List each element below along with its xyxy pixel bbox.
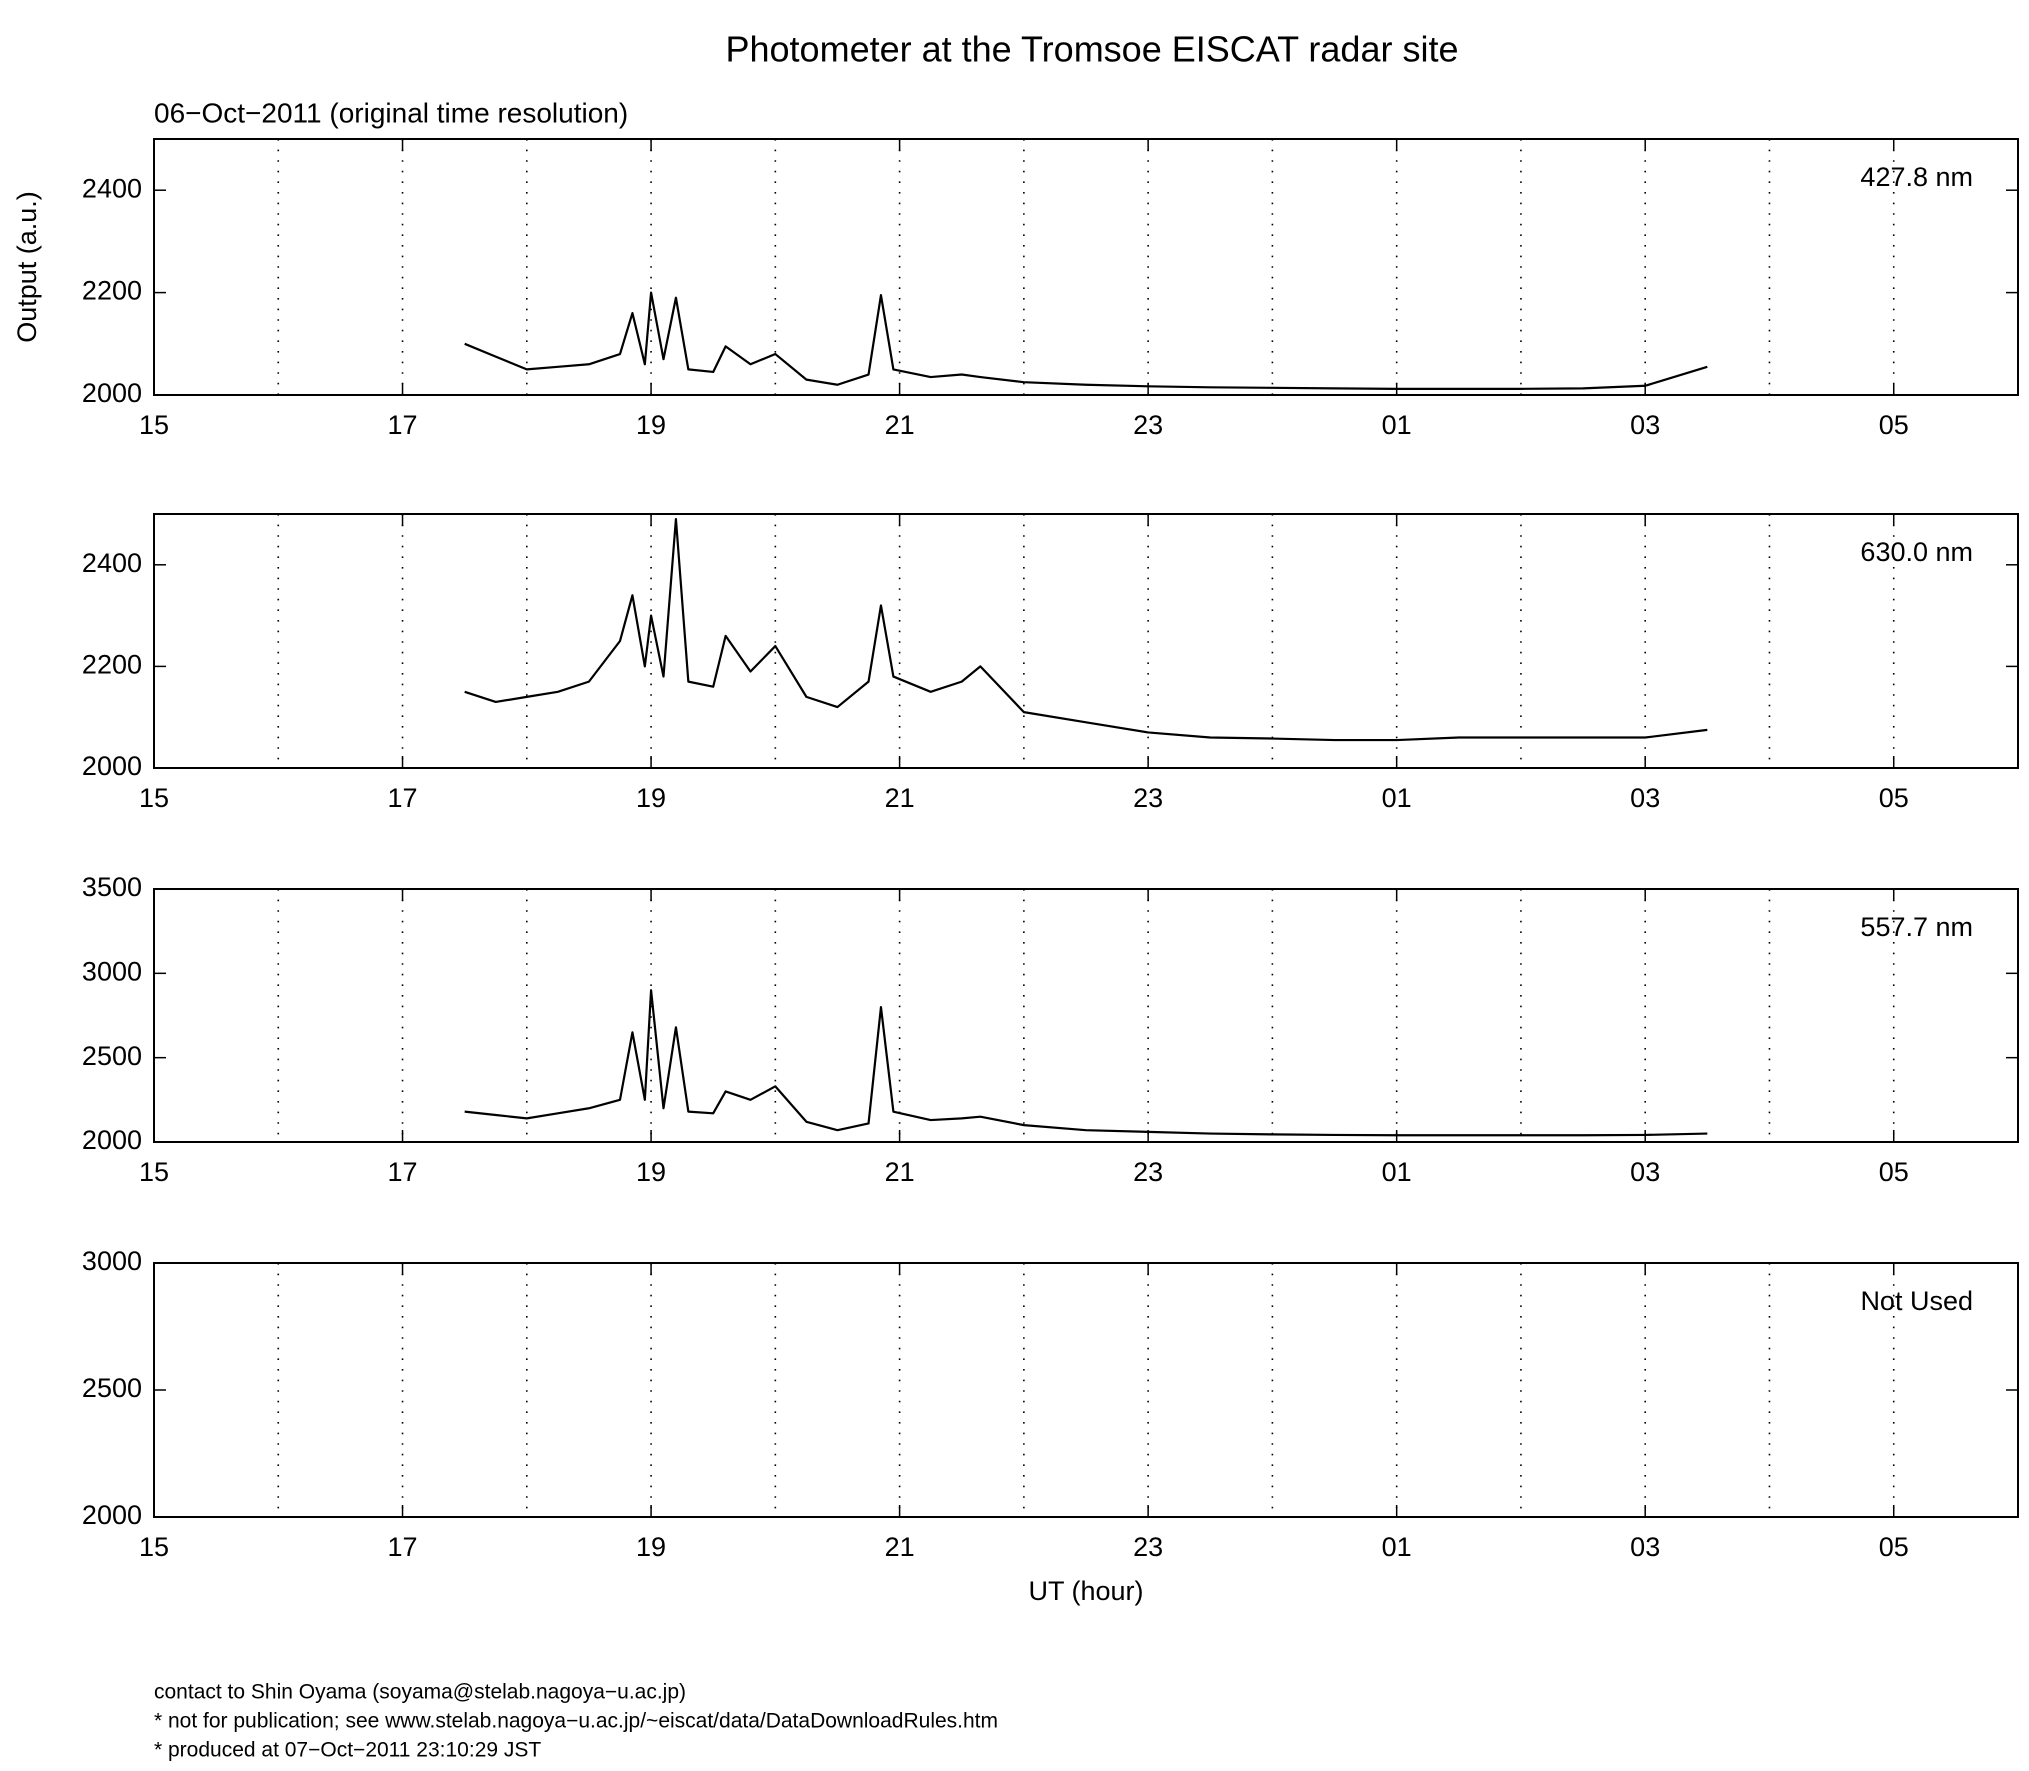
y-tick-label: 2000 bbox=[82, 1125, 142, 1155]
x-tick-label: 17 bbox=[388, 1532, 418, 1562]
y-tick-label: 3500 bbox=[82, 872, 142, 902]
subtitle: 06−Oct−2011 (original time resolution) bbox=[154, 97, 628, 128]
x-axis-label: UT (hour) bbox=[1028, 1576, 1143, 1606]
y-tick-label: 2000 bbox=[82, 378, 142, 408]
axes-frame bbox=[153, 888, 2019, 1143]
x-tick-label: 23 bbox=[1133, 783, 1163, 813]
x-tick-label: 17 bbox=[388, 1157, 418, 1187]
x-tick-label: 05 bbox=[1879, 410, 1909, 440]
figure-title: Photometer at the Tromsoe EISCAT radar s… bbox=[726, 29, 1459, 70]
x-tick-label: 21 bbox=[885, 1532, 915, 1562]
footer-line: * not for publication; see www.stelab.na… bbox=[154, 1710, 998, 1733]
y-tick-label: 2200 bbox=[82, 650, 142, 680]
x-tick-label: 01 bbox=[1382, 1157, 1412, 1187]
x-tick-label: 05 bbox=[1879, 1532, 1909, 1562]
y-tick-label: 2400 bbox=[82, 173, 142, 203]
x-tick-label: 23 bbox=[1133, 1532, 1163, 1562]
footer-line: contact to Shin Oyama (soyama@stelab.nag… bbox=[154, 1681, 686, 1704]
panel-annotation: 557.7 nm bbox=[1860, 912, 1973, 942]
x-tick-label: 05 bbox=[1879, 783, 1909, 813]
x-tick-label: 15 bbox=[139, 410, 169, 440]
data-line bbox=[464, 989, 1708, 1137]
y-axis-label: Output (a.u.) bbox=[12, 191, 42, 343]
x-tick-label: 21 bbox=[885, 410, 915, 440]
x-tick-label: 19 bbox=[636, 783, 666, 813]
axes-frame bbox=[153, 1262, 2019, 1518]
axes-frame bbox=[153, 138, 2019, 396]
data-line bbox=[464, 291, 1708, 390]
y-tick-label: 3000 bbox=[82, 1246, 142, 1276]
y-tick-label: 2500 bbox=[82, 1041, 142, 1071]
x-tick-label: 01 bbox=[1382, 783, 1412, 813]
y-tick-label: 2200 bbox=[82, 276, 142, 306]
y-tick-label: 2000 bbox=[82, 751, 142, 781]
data-line bbox=[464, 517, 1708, 742]
x-tick-label: 03 bbox=[1630, 1532, 1660, 1562]
panel-annotation: 630.0 nm bbox=[1860, 537, 1973, 567]
x-tick-label: 15 bbox=[139, 1157, 169, 1187]
x-tick-label: 03 bbox=[1630, 1157, 1660, 1187]
y-tick-label: 2000 bbox=[82, 1500, 142, 1530]
x-tick-label: 23 bbox=[1133, 410, 1163, 440]
y-tick-label: 3000 bbox=[82, 956, 142, 986]
x-tick-label: 19 bbox=[636, 410, 666, 440]
x-tick-label: 15 bbox=[139, 1532, 169, 1562]
axes-frame bbox=[153, 513, 2019, 769]
x-tick-label: 01 bbox=[1382, 410, 1412, 440]
x-tick-label: 23 bbox=[1133, 1157, 1163, 1187]
x-tick-label: 19 bbox=[636, 1532, 666, 1562]
x-tick-label: 19 bbox=[636, 1157, 666, 1187]
panel-annotation: 427.8 nm bbox=[1860, 162, 1973, 192]
x-tick-label: 21 bbox=[885, 783, 915, 813]
x-tick-label: 03 bbox=[1630, 410, 1660, 440]
x-tick-label: 05 bbox=[1879, 1157, 1909, 1187]
x-tick-label: 17 bbox=[388, 783, 418, 813]
x-tick-label: 15 bbox=[139, 783, 169, 813]
y-tick-label: 2500 bbox=[82, 1373, 142, 1403]
x-tick-label: 01 bbox=[1382, 1532, 1412, 1562]
panel-annotation: Not Used bbox=[1860, 1286, 1973, 1316]
x-tick-label: 21 bbox=[885, 1157, 915, 1187]
y-tick-label: 2400 bbox=[82, 548, 142, 578]
footer-line: * produced at 07−Oct−2011 23:10:29 JST bbox=[154, 1739, 541, 1762]
x-tick-label: 17 bbox=[388, 410, 418, 440]
x-tick-label: 03 bbox=[1630, 783, 1660, 813]
